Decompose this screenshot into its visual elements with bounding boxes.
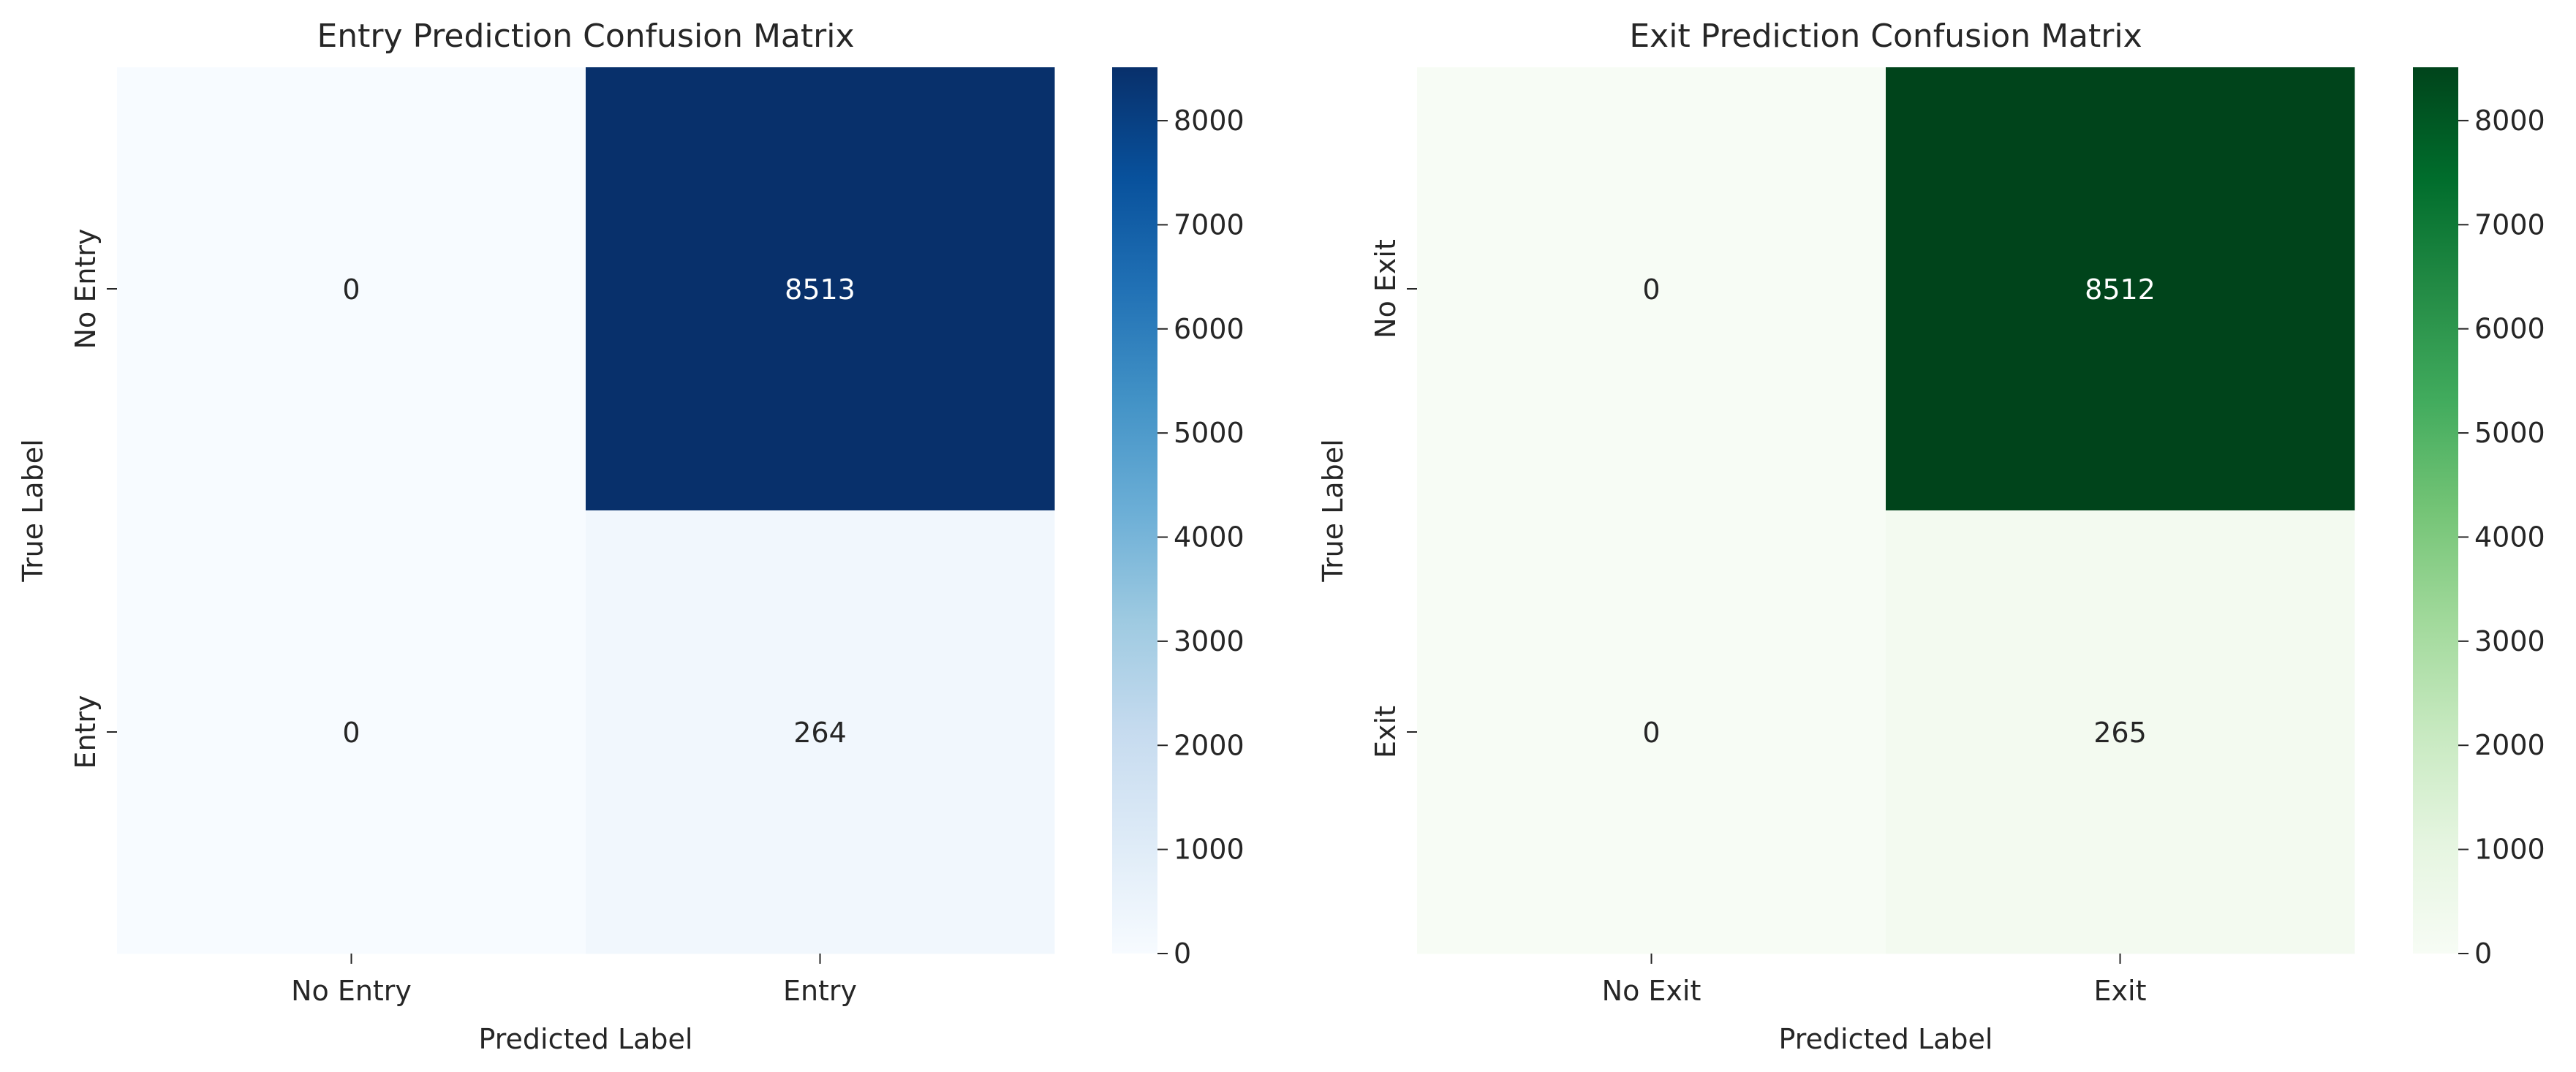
x-axis-ticks: No Exit Exit	[1602, 954, 2147, 1007]
chart-title: Exit Prediction Confusion Matrix	[1629, 18, 2142, 55]
y-tick-label: Exit	[1370, 706, 1402, 758]
heatmap-cell	[117, 67, 586, 511]
cell-value-label: 0	[342, 273, 360, 306]
colorbar: 0 1000 2000 3000 4000 5000 6000 7000 8000	[2413, 67, 2545, 970]
chart-title: Entry Prediction Confusion Matrix	[317, 18, 854, 55]
heatmap-cell	[586, 67, 1055, 511]
cell-value-label: 0	[342, 717, 360, 749]
colorbar-tick-label: 3000	[2474, 625, 2545, 657]
colorbar: 0 1000 2000 3000 4000 5000 6000 7000 8000	[1112, 67, 1244, 970]
colorbar-tick-label: 4000	[2474, 521, 2545, 553]
cell-value-label: 8512	[2085, 273, 2156, 306]
y-axis-ticks: No Entry Entry	[69, 229, 117, 769]
entry-confusion-matrix-panel: Entry Prediction Confusion Matrix 0 85130…	[17, 18, 1244, 1055]
cell-value-label: 264	[793, 717, 847, 749]
colorbar-tick-label: 0	[1174, 937, 1191, 970]
cell-value-label: 0	[1642, 273, 1660, 306]
colorbar-gradient	[1112, 67, 1157, 954]
y-axis-label: True Label	[17, 439, 49, 582]
heatmap-cells: 0 8512 0 265	[1417, 67, 2355, 954]
heatmap-cell	[586, 510, 1055, 954]
heatmap-cell	[117, 510, 586, 954]
x-axis-label: Predicted Label	[1779, 1023, 1993, 1055]
y-tick-label: No Entry	[69, 229, 102, 350]
colorbar-tick-label: 1000	[1174, 834, 1244, 866]
colorbar-tick-label: 1000	[2474, 834, 2545, 866]
x-axis-ticks: No Entry Entry	[291, 954, 857, 1007]
colorbar-tick-label: 8000	[1174, 105, 1244, 137]
heatmap-cell	[1886, 67, 2355, 511]
colorbar-tick-label: 5000	[1174, 417, 1244, 449]
colorbar-tick-label: 2000	[2474, 729, 2545, 761]
x-tick-label: Exit	[2094, 975, 2147, 1007]
colorbar-tick-label: 4000	[1174, 521, 1244, 554]
x-tick-label: No Entry	[291, 975, 412, 1007]
colorbar-tick-label: 7000	[1174, 208, 1244, 241]
heatmap-cells: 0 8513 0 264	[117, 67, 1055, 954]
colorbar-tick-label: 2000	[1174, 729, 1244, 761]
heatmap-cell	[1417, 67, 1886, 511]
cell-value-label: 0	[1642, 717, 1660, 749]
x-tick-label: Entry	[783, 975, 857, 1007]
cell-value-label: 8513	[785, 273, 855, 306]
x-axis-label: Predicted Label	[479, 1023, 693, 1055]
cell-value-label: 265	[2093, 717, 2147, 749]
colorbar-tick-label: 3000	[1174, 625, 1244, 657]
colorbar-tick-label: 0	[2474, 937, 2492, 970]
y-axis-ticks: No Exit Exit	[1370, 239, 1417, 758]
heatmap-cell	[1886, 510, 2355, 954]
heatmap-cell	[1417, 510, 1886, 954]
colorbar-tick-label: 6000	[1174, 313, 1244, 345]
colorbar-gradient	[2413, 67, 2458, 954]
colorbar-tick-label: 7000	[2474, 208, 2545, 241]
exit-confusion-matrix-panel: Exit Prediction Confusion Matrix 0 8512 0 2…	[1317, 18, 2545, 1055]
y-axis-label: True Label	[1317, 439, 1349, 582]
y-tick-label: Entry	[69, 695, 102, 769]
colorbar-tick-label: 6000	[2474, 313, 2545, 345]
colorbar-tick-label: 5000	[2474, 417, 2545, 449]
y-tick-label: No Exit	[1370, 239, 1402, 339]
x-tick-label: No Exit	[1602, 975, 1701, 1007]
colorbar-tick-label: 8000	[2474, 105, 2545, 137]
